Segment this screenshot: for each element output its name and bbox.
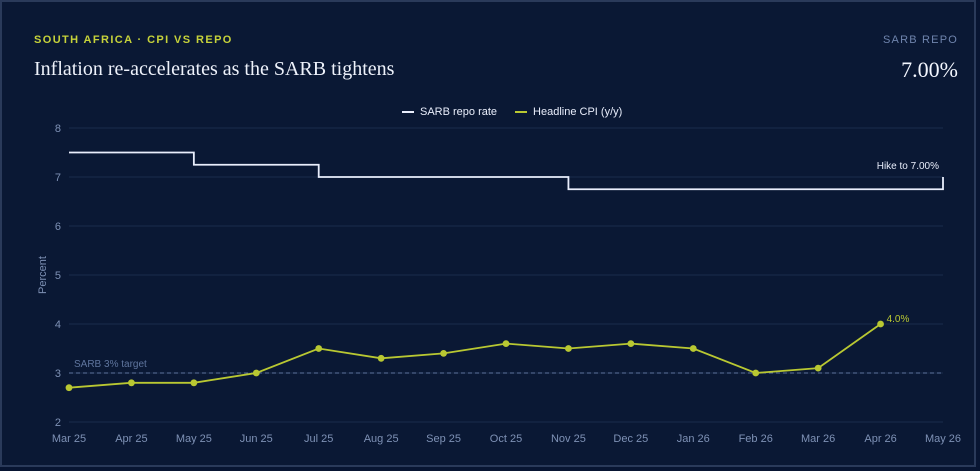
x-tick-label: May 25 — [176, 433, 212, 445]
repo-callout: Hike to 7.00% — [877, 161, 939, 172]
repo-series-line — [69, 151, 944, 191]
x-tick-label: Sep 25 — [426, 433, 461, 445]
legend-swatch-repo — [402, 111, 414, 113]
metric-label: SARB REPO — [883, 34, 958, 46]
y-tick-label: 5 — [55, 270, 61, 282]
x-tick-label: Nov 25 — [551, 433, 586, 445]
y-tick-label: 2 — [55, 417, 61, 429]
x-tick-label: Aug 25 — [364, 433, 399, 445]
legend-label-cpi: Headline CPI (y/y) — [533, 106, 623, 118]
cpi-point — [377, 354, 385, 362]
target-label: SARB 3% target — [74, 359, 147, 370]
chart-kicker: SOUTH AFRICA · CPI VS REPO — [34, 34, 233, 46]
y-tick-label: 4 — [55, 319, 61, 331]
x-tick-label: May 26 — [925, 433, 961, 445]
cpi-point — [877, 320, 884, 328]
x-tick-label: Oct 25 — [490, 433, 522, 445]
y-tick-label: 7 — [55, 172, 61, 184]
cpi-point — [752, 369, 760, 377]
cpi-point — [190, 379, 198, 387]
cpi-point — [440, 350, 447, 357]
cpi-point — [627, 340, 635, 347]
cpi-point — [252, 369, 260, 377]
legend-item-repo: SARB repo rate — [402, 106, 497, 118]
cpi-point — [565, 345, 572, 352]
y-axis-label: Percent — [37, 256, 49, 294]
cpi-point — [65, 384, 73, 392]
cpi-point — [502, 340, 510, 347]
cpi-point — [689, 345, 697, 352]
cpi-callout: 4.0% — [887, 314, 910, 325]
chart-legend: SARB repo rate Headline CPI (y/y) — [402, 106, 622, 118]
x-tick-label: Feb 26 — [739, 433, 773, 445]
cpi-point — [814, 364, 822, 372]
y-tick-label: 6 — [55, 221, 61, 233]
x-tick-label: Apr 26 — [864, 433, 896, 445]
x-tick-label: Mar 25 — [52, 433, 86, 445]
legend-label-repo: SARB repo rate — [420, 106, 498, 118]
y-tick-label: 8 — [55, 123, 61, 135]
x-tick-label: Jan 26 — [677, 433, 710, 445]
y-tick-label: 3 — [55, 368, 61, 380]
x-tick-label: Jun 25 — [240, 433, 273, 445]
cpi-point — [128, 379, 135, 387]
x-tick-label: Dec 25 — [613, 433, 648, 445]
cpi-series-line — [68, 323, 882, 389]
x-tick-label: Mar 26 — [801, 433, 835, 445]
x-tick-label: Apr 25 — [115, 433, 147, 445]
x-tick-label: Jul 25 — [304, 433, 333, 445]
legend-swatch-cpi — [515, 111, 528, 113]
chart-title: Inflation re-accelerates as the SARB tig… — [34, 58, 395, 80]
metric-value: 7.00% — [901, 57, 958, 82]
cpi-point — [315, 345, 323, 352]
legend-item-cpi: Headline CPI (y/y) — [515, 106, 622, 118]
